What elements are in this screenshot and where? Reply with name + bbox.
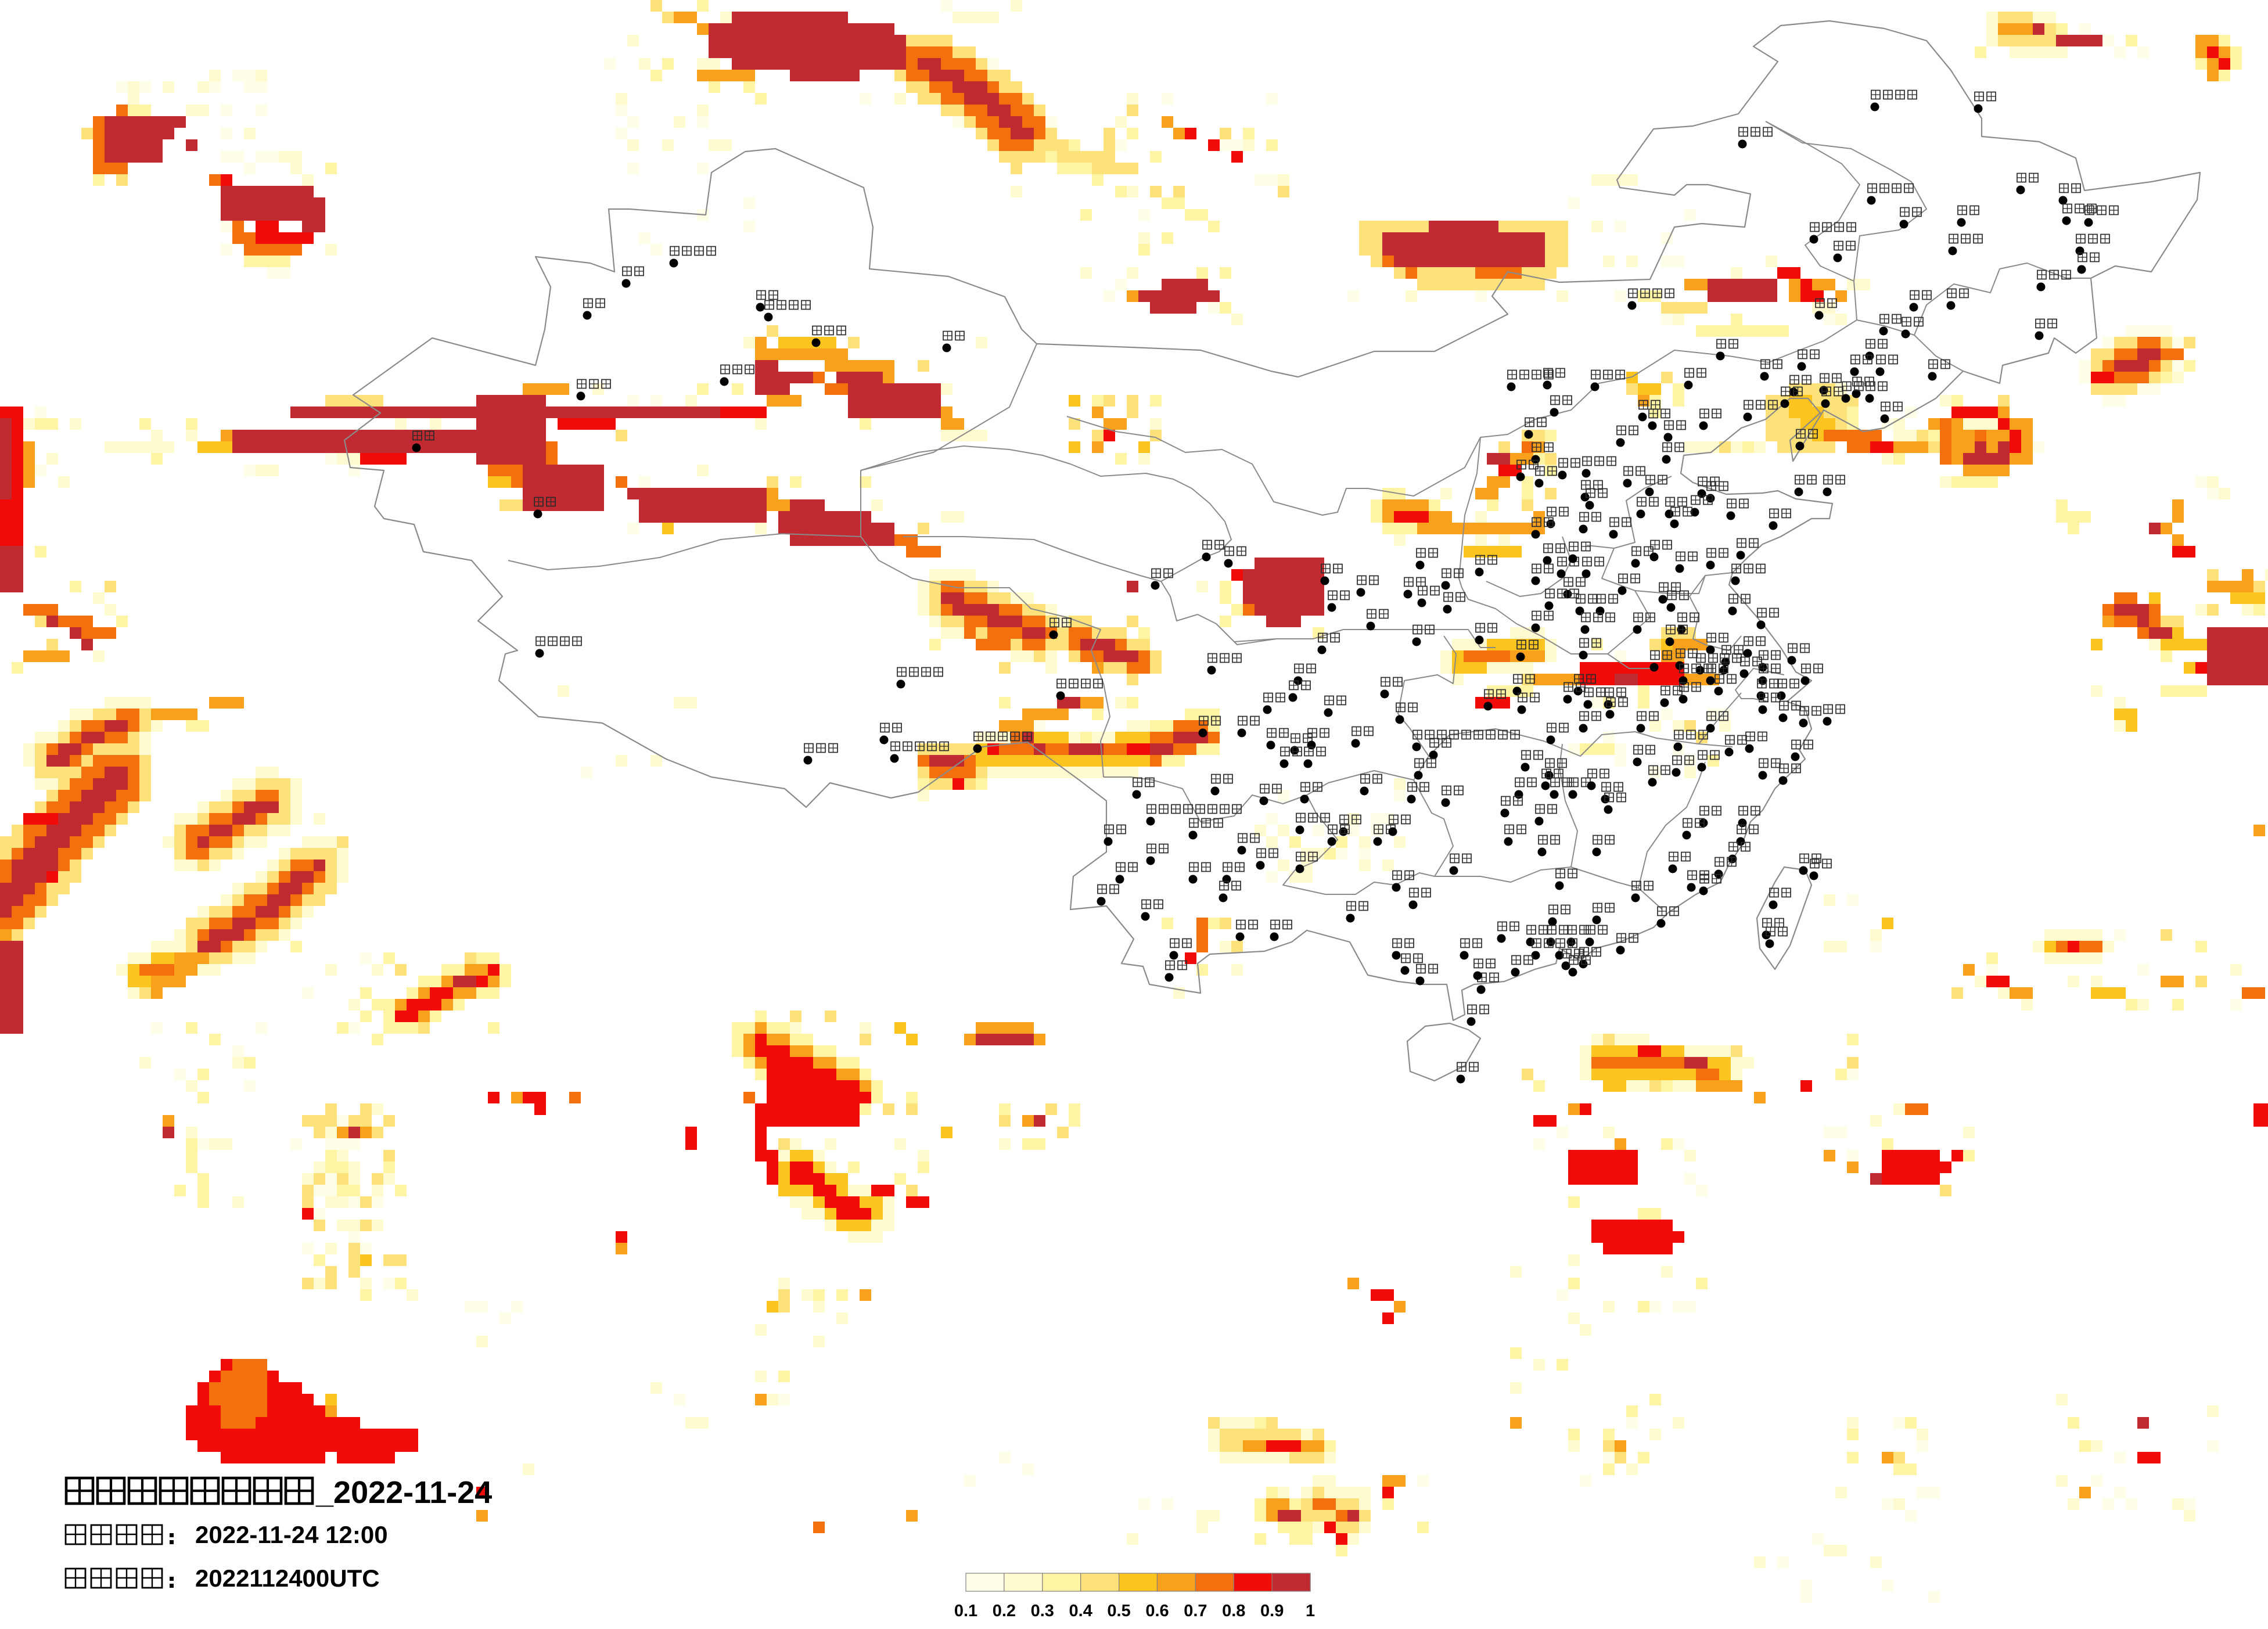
svg-text:0.7: 0.7 xyxy=(1184,1602,1207,1620)
svg-text:2022-11-24 12:00: 2022-11-24 12:00 xyxy=(195,1521,388,1548)
svg-text:0.2: 0.2 xyxy=(993,1602,1016,1620)
svg-text:0.4: 0.4 xyxy=(1069,1602,1092,1620)
svg-text:0.6: 0.6 xyxy=(1145,1602,1169,1620)
svg-text:0.1: 0.1 xyxy=(954,1602,977,1620)
svg-text:0.8: 0.8 xyxy=(1222,1602,1245,1620)
svg-text:2022112400UTC: 2022112400UTC xyxy=(195,1565,380,1592)
svg-text:1: 1 xyxy=(1306,1602,1315,1620)
svg-text:_2022-11-24: _2022-11-24 xyxy=(315,1475,492,1510)
svg-text:0.9: 0.9 xyxy=(1260,1602,1284,1620)
svg-text:0.3: 0.3 xyxy=(1031,1602,1054,1620)
svg-text:0.5: 0.5 xyxy=(1107,1602,1130,1620)
